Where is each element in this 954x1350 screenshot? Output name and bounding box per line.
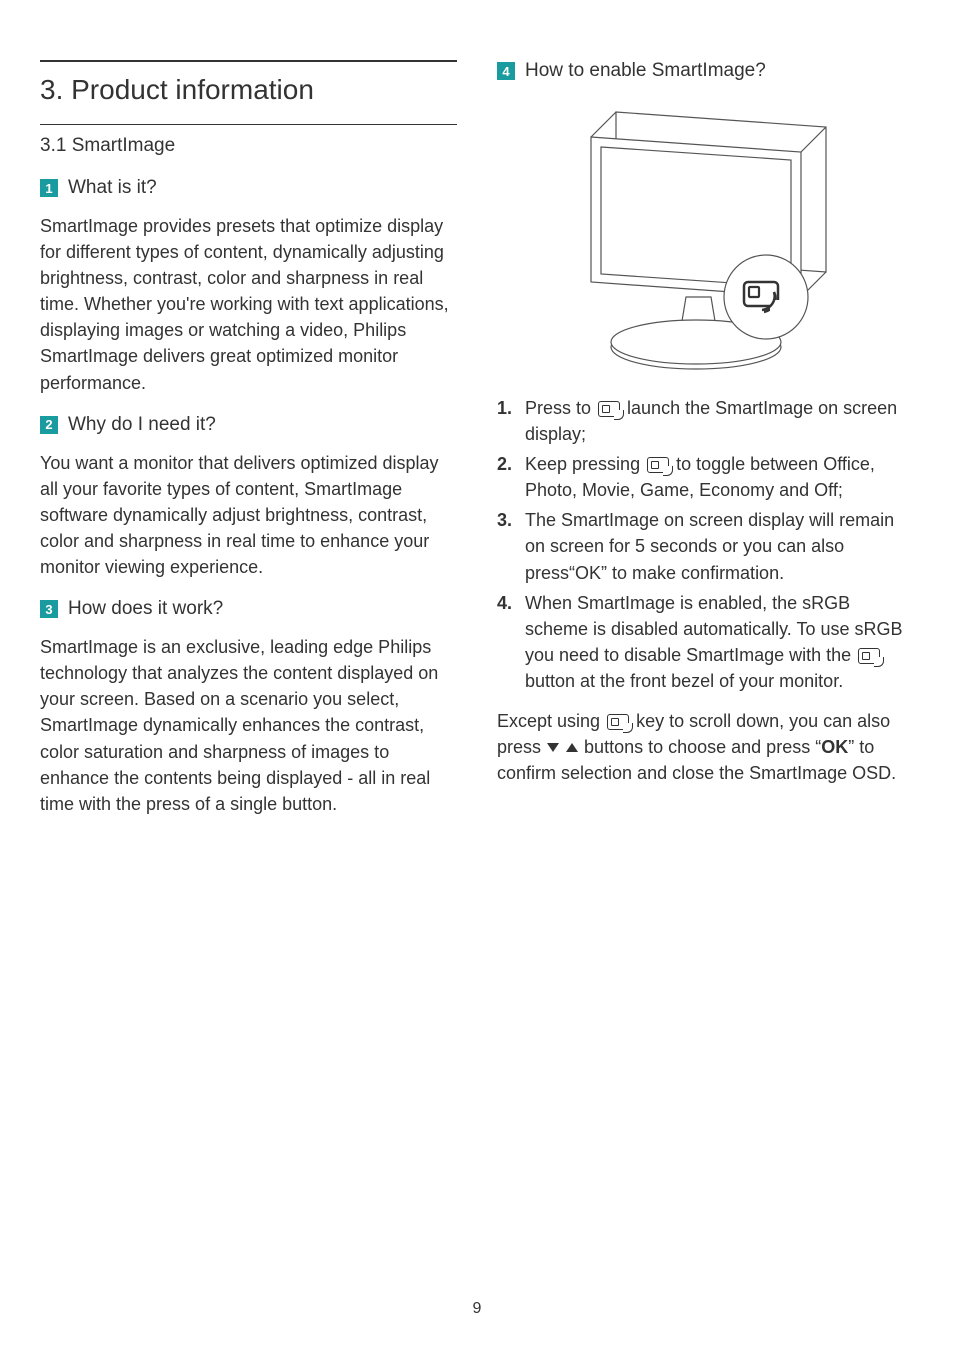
step-text: button at the front bezel of your monito… bbox=[525, 671, 843, 691]
rule-above-h1 bbox=[40, 60, 457, 62]
step-text: Press to bbox=[525, 398, 596, 418]
faq-badge: 2 bbox=[40, 416, 58, 434]
smartimage-icon bbox=[647, 457, 669, 473]
section-heading: 3. Product information bbox=[40, 68, 457, 114]
page-number: 9 bbox=[0, 1300, 954, 1318]
right-column: 4 How to enable SmartImage? bbox=[497, 60, 914, 831]
faq-title: Why do I need it? bbox=[68, 414, 216, 436]
smartimage-icon bbox=[858, 648, 880, 664]
manual-page: 3. Product information 3.1 SmartImage 1 … bbox=[0, 0, 954, 1350]
enable-steps: Press to launch the SmartImage on screen… bbox=[497, 395, 914, 694]
arrow-up-icon bbox=[566, 743, 578, 752]
two-column-layout: 3. Product information 3.1 SmartImage 1 … bbox=[40, 60, 914, 831]
step-3: The SmartImage on screen display will re… bbox=[497, 507, 914, 585]
step-text: The SmartImage on screen display will re… bbox=[525, 510, 894, 582]
faq-title: How does it work? bbox=[68, 598, 223, 620]
step-text: Keep pressing bbox=[525, 454, 645, 474]
smartimage-icon bbox=[607, 714, 629, 730]
arrow-down-icon bbox=[547, 743, 559, 752]
closing-paragraph: Except using key to scroll down, you can… bbox=[497, 708, 914, 786]
step-1: Press to launch the SmartImage on screen… bbox=[497, 395, 914, 447]
faq-heading-3: 3 How does it work? bbox=[40, 598, 457, 620]
faq-heading-1: 1 What is it? bbox=[40, 177, 457, 199]
tail-text: Except using bbox=[497, 711, 605, 731]
step-4: When SmartImage is enabled, the sRGB sch… bbox=[497, 590, 914, 694]
faq-heading-4: 4 How to enable SmartImage? bbox=[497, 60, 914, 82]
faq-body-3: SmartImage is an exclusive, leading edge… bbox=[40, 634, 457, 817]
step-2: Keep pressing to toggle between Office, … bbox=[497, 451, 914, 503]
faq-badge: 3 bbox=[40, 600, 58, 618]
faq-body-2: You want a monitor that delivers optimiz… bbox=[40, 450, 457, 580]
step-text: When SmartImage is enabled, the sRGB sch… bbox=[525, 593, 903, 665]
faq-badge: 1 bbox=[40, 179, 58, 197]
faq-body-1: SmartImage provides presets that optimiz… bbox=[40, 213, 457, 396]
faq-title: How to enable SmartImage? bbox=[525, 60, 766, 82]
faq-title: What is it? bbox=[68, 177, 157, 199]
ok-label: OK bbox=[821, 737, 848, 757]
monitor-illustration bbox=[576, 102, 836, 377]
subsection-heading: 3.1 SmartImage bbox=[40, 131, 457, 159]
smartimage-icon bbox=[598, 401, 620, 417]
faq-badge: 4 bbox=[497, 62, 515, 80]
faq-heading-2: 2 Why do I need it? bbox=[40, 414, 457, 436]
left-column: 3. Product information 3.1 SmartImage 1 … bbox=[40, 60, 457, 831]
rule-below-h1 bbox=[40, 124, 457, 125]
tail-text: buttons to choose and press “ bbox=[579, 737, 821, 757]
